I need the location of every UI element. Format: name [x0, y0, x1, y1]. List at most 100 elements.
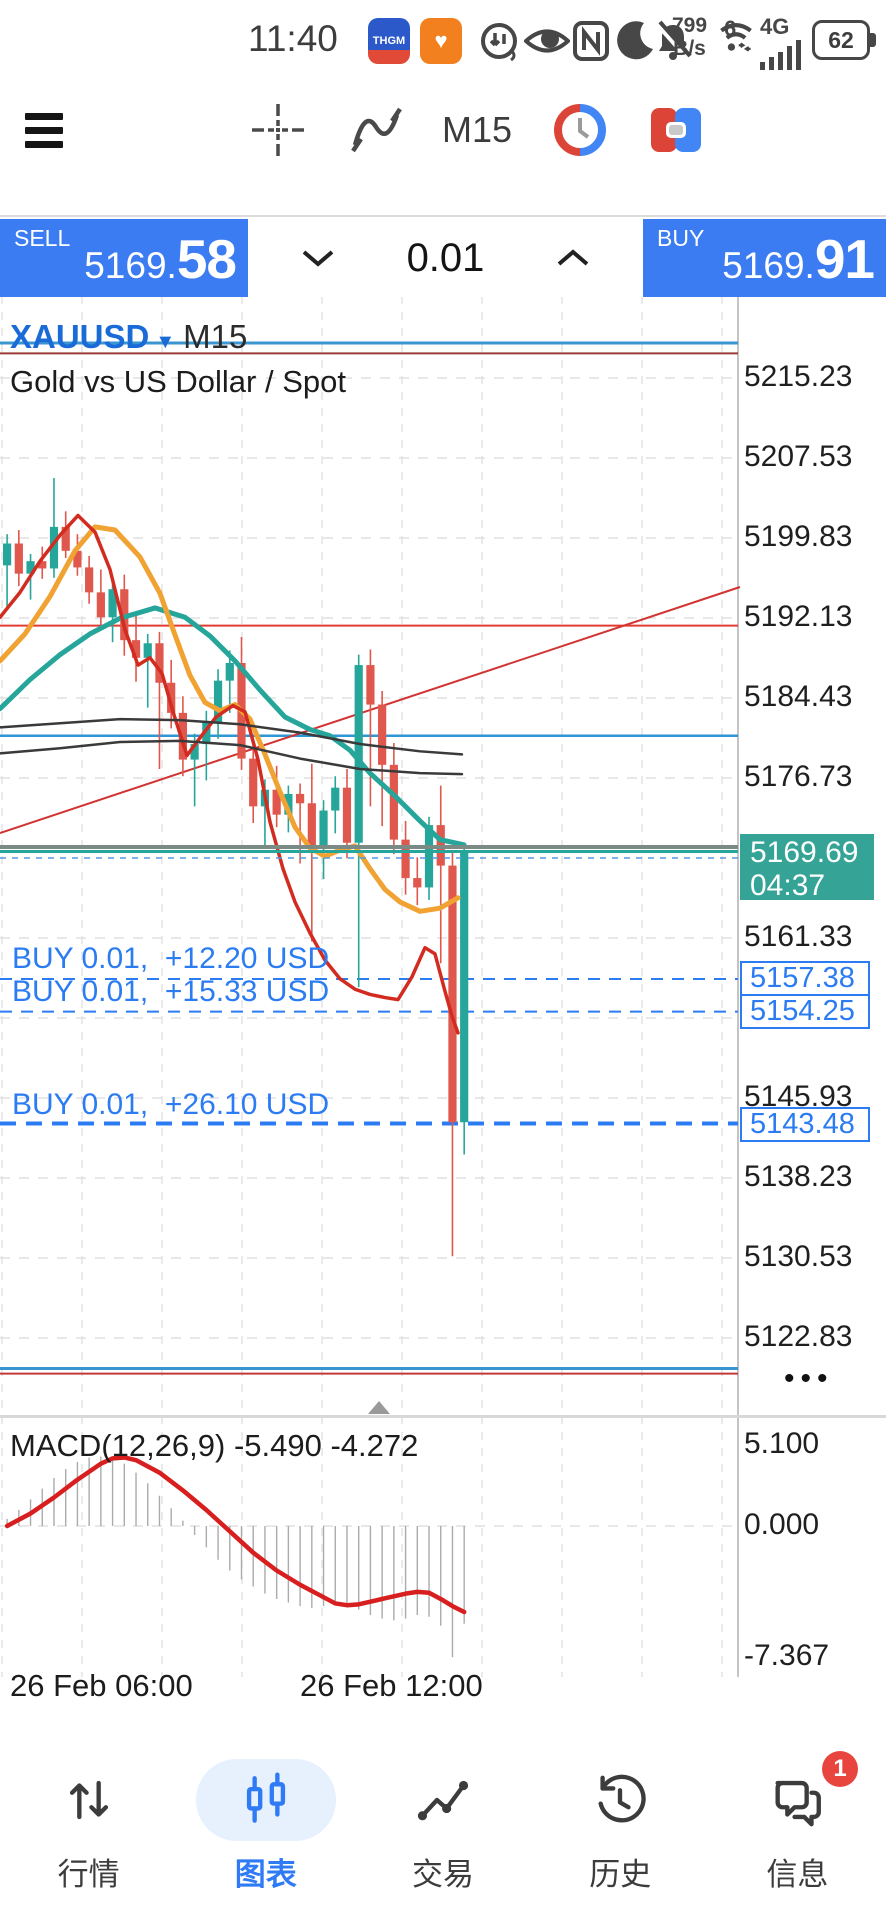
sell-button[interactable]: SELL 5169. 58	[0, 219, 248, 297]
indicators-icon	[351, 107, 402, 153]
wifi-icon	[720, 23, 752, 52]
candle-body	[307, 803, 316, 849]
price-axis-label: 5215.23	[744, 360, 853, 393]
price-level-badge: 5154.25	[740, 994, 870, 1029]
candle-body	[155, 643, 164, 683]
nav-item-history[interactable]: 历史	[532, 1745, 709, 1920]
candle-body	[143, 643, 152, 658]
trade-zigzag-icon	[417, 1780, 469, 1821]
time-axis-label: 26 Feb 12:00	[300, 1668, 483, 1703]
eye-icon	[524, 29, 570, 53]
candle-body	[272, 789, 281, 815]
symbol-name: XAUUSD	[10, 318, 150, 355]
macd-axis-label: 0.000	[744, 1508, 820, 1541]
nav-item-messages[interactable]: 1 信息	[709, 1745, 886, 1920]
volume-value[interactable]: 0.01	[406, 235, 485, 280]
sessions-clock-icon	[554, 104, 606, 156]
network-type-label: 4G	[760, 14, 790, 39]
notification-app-icon-2: ♥	[420, 18, 462, 64]
candle-body	[108, 589, 117, 618]
trading-sessions-button[interactable]	[548, 80, 612, 180]
arrows-up-down-icon	[69, 1780, 108, 1820]
candle-body	[96, 592, 105, 618]
chart-toolbar: M15	[0, 80, 886, 180]
symbol-selector[interactable]: XAUUSD ▼ M15	[10, 318, 247, 356]
ma-fast-red	[0, 513, 460, 1035]
candle-body	[413, 878, 422, 888]
notification-app-icon-1: THGM	[368, 18, 410, 64]
bottom-navigation: 行情 图表 交易 历史	[0, 1745, 886, 1920]
ma-slow-teal	[0, 605, 467, 848]
bell-muted-icon	[655, 20, 692, 60]
macd-signal-line	[4, 1455, 467, 1615]
symbol-caret-icon: ▼	[155, 331, 176, 353]
nav-item-charts[interactable]: 图表	[177, 1745, 354, 1920]
indicator-menu-dots[interactable]: •••	[784, 1362, 834, 1395]
battery-percent: 62	[828, 26, 854, 53]
candle-body	[319, 810, 328, 849]
candle-body	[14, 543, 23, 574]
nav-item-trade[interactable]: 交易	[354, 1745, 531, 1920]
candle-body	[460, 851, 469, 1123]
clock-time: 11:40	[248, 18, 338, 59]
menu-button[interactable]	[14, 80, 74, 180]
candle-body	[249, 758, 258, 807]
candle-body	[61, 526, 70, 551]
buy-price-pips: 91	[814, 228, 875, 290]
history-clock-icon	[598, 1774, 646, 1823]
ma-black-lower	[0, 739, 464, 776]
candle-body	[178, 712, 187, 760]
volume-increase-button[interactable]	[555, 247, 591, 269]
candle-body	[225, 662, 234, 681]
sell-label: SELL	[14, 225, 71, 251]
hamburger-icon	[25, 112, 63, 120]
candlestick-chart-icon	[246, 1772, 285, 1823]
price-axis-label: 5199.83	[744, 520, 853, 553]
battery-indicator: 62	[812, 20, 876, 60]
price-axis-label: 5192.13	[744, 600, 853, 633]
pane-resize-handle	[368, 1401, 390, 1414]
crosshair-button[interactable]	[246, 80, 310, 180]
new-window-button[interactable]	[644, 80, 708, 180]
price-axis-label: 5138.23	[744, 1160, 853, 1193]
ma-black-upper	[0, 717, 464, 756]
current-candle-countdown: 04:37	[750, 869, 826, 902]
nav-item-quotes[interactable]: 行情	[0, 1745, 177, 1920]
messages-icon	[775, 1780, 822, 1827]
timeframe-button[interactable]: M15	[441, 109, 513, 150]
network-speed: 799 B/s	[672, 14, 708, 60]
candle-body	[26, 561, 35, 574]
order-panel: SELL 5169. 58 0.01 BUY 5169. 91	[0, 215, 886, 297]
volume-decrease-button[interactable]	[300, 247, 336, 269]
price-level-badge: 5143.48	[740, 1107, 870, 1142]
open-position-label: BUY 0.01, +12.20 USD	[12, 942, 330, 975]
current-price-badge: 5169.69 04:37	[740, 834, 874, 902]
price-axis-label: 5184.43	[744, 680, 853, 713]
price-axis-label: 5207.53	[744, 440, 853, 473]
price-axis-label: 5161.33	[744, 920, 853, 953]
macd-indicator-label: MACD(12,26,9) -5.490 -4.272	[10, 1428, 419, 1463]
messages-badge: 1	[822, 1751, 859, 1787]
macd-axis-label: -7.367	[744, 1639, 830, 1672]
price-axis-label: 5130.53	[744, 1240, 853, 1273]
candle-body	[378, 704, 387, 765]
candle-body	[296, 793, 305, 804]
indicators-button[interactable]	[344, 80, 408, 180]
price-axis-label: 5122.83	[744, 1320, 853, 1353]
status-bar: 11:40 THGM ♥ 799 B/s 6	[0, 0, 886, 80]
ma-mid-orange	[0, 524, 461, 914]
candle-body	[366, 665, 375, 705]
candle-body	[38, 561, 47, 569]
candle-body	[73, 550, 82, 568]
candle-body	[424, 825, 434, 888]
time-axis-label: 26 Feb 06:00	[10, 1668, 193, 1703]
volume-stepper: 0.01	[248, 219, 643, 297]
signal-bars-icon	[760, 40, 801, 70]
chart-timeframe-label: M15	[183, 318, 248, 355]
candle-body	[190, 744, 199, 760]
candle-body	[448, 865, 457, 1123]
sell-price-main: 5169.	[84, 245, 177, 286]
buy-button[interactable]: BUY 5169. 91	[643, 219, 886, 297]
buy-price-main: 5169.	[722, 245, 815, 286]
